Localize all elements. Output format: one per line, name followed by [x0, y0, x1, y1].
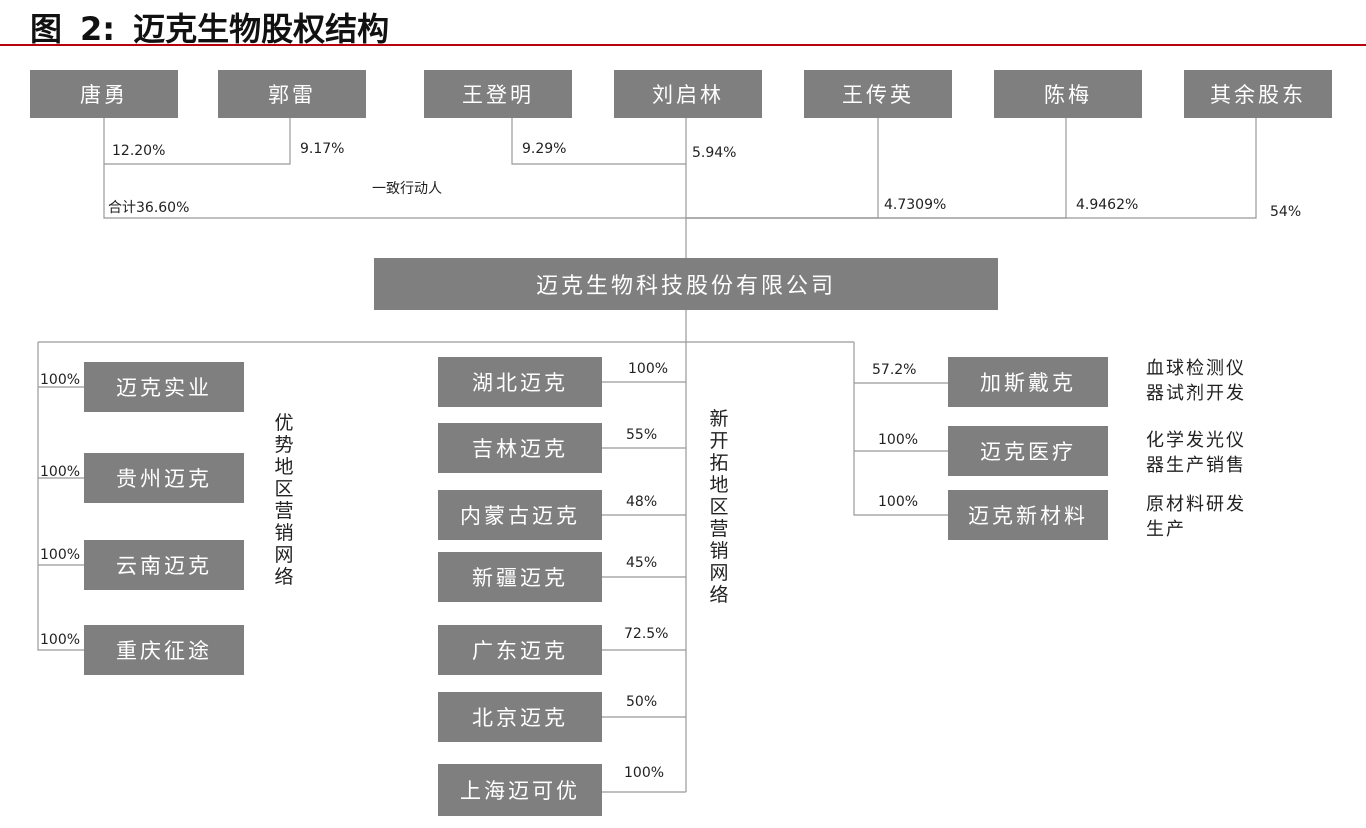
subsidiary-name: 内蒙古迈克 [460, 504, 580, 528]
subsidiary-box: 湖北迈克 [438, 357, 602, 407]
subsidiary-name: 湖北迈克 [472, 371, 568, 395]
shareholder-box: 王传英 [804, 70, 952, 118]
shareholder-box: 唐勇 [30, 70, 178, 118]
shareholder-box: 其余股东 [1184, 70, 1332, 118]
figure-title-text: 迈克生物股权结构 [133, 10, 390, 48]
subsidiary-box: 吉林迈克 [438, 423, 602, 473]
subsidiary-name: 新疆迈克 [472, 566, 568, 590]
concert-party-label: 一致行动人 [372, 181, 442, 197]
subsidiary-box: 迈克实业 [84, 362, 244, 412]
ownership-percent: 4.9462% [1076, 197, 1139, 213]
shareholder-name: 其余股东 [1210, 83, 1306, 107]
ownership-percent: 45% [626, 555, 658, 571]
ownership-percent: 54% [1270, 204, 1302, 220]
ownership-percent: 55% [626, 427, 658, 443]
figure-label: 图 [30, 10, 63, 48]
shareholder-box: 刘启林 [614, 70, 762, 118]
figure-title: 图 2: 迈克生物股权结构 [30, 4, 389, 50]
subsidiary-box: 新疆迈克 [438, 552, 602, 602]
subsidiary-box: 云南迈克 [84, 540, 244, 590]
ownership-percent: 57.2% [872, 362, 917, 378]
ownership-percent: 5.94% [692, 145, 737, 161]
shareholder-name: 郭雷 [268, 83, 316, 107]
subsidiary-box: 贵州迈克 [84, 453, 244, 503]
business-description: 血球检测仪 器试剂开发 [1146, 358, 1246, 404]
ownership-percent: 4.7309% [884, 197, 947, 213]
figure-number: 2: [80, 10, 116, 48]
shareholder-box: 陈梅 [994, 70, 1142, 118]
ownership-percent: 72.5% [624, 626, 669, 642]
subsidiary-box: 加斯戴克 [948, 357, 1108, 407]
shareholder-name: 王登明 [462, 83, 534, 107]
ownership-percent: 12.20% [112, 143, 166, 159]
ownership-percent: 9.29% [522, 141, 567, 157]
company-name: 迈克生物科技股份有限公司 [535, 274, 836, 299]
shareholder-name: 陈梅 [1044, 83, 1092, 107]
ownership-percent: 100% [878, 432, 919, 448]
title-divider [0, 44, 1366, 46]
subsidiary-box: 迈克医疗 [948, 426, 1108, 476]
subsidiary-box: 上海迈可优 [438, 764, 602, 816]
ownership-percent: 100% [40, 547, 81, 563]
subsidiary-box: 内蒙古迈克 [438, 490, 602, 540]
subsidiary-box: 北京迈克 [438, 692, 602, 742]
company-box: 迈克生物科技股份有限公司 [374, 258, 998, 310]
subsidiary-box: 重庆征途 [84, 625, 244, 675]
subsidiary-name: 迈克新材料 [968, 504, 1088, 528]
subsidiary-name: 加斯戴克 [980, 371, 1076, 395]
shareholder-name: 唐勇 [80, 83, 128, 107]
ownership-percent: 9.17% [300, 141, 345, 157]
subsidiary-box: 广东迈克 [438, 625, 602, 675]
subsidiary-name: 吉林迈克 [472, 437, 568, 461]
subsidiary-name: 重庆征途 [116, 639, 212, 663]
region-group-label: 新开拓地区营销网络 [709, 408, 729, 606]
region-group-label: 优势地区营销网络 [274, 412, 294, 588]
subsidiary-name: 贵州迈克 [116, 467, 212, 491]
shareholder-box: 王登明 [424, 70, 572, 118]
ownership-percent: 100% [40, 464, 81, 480]
business-description: 原材料研发 生产 [1146, 494, 1246, 540]
ownership-percent: 48% [626, 494, 658, 510]
ownership-percent: 100% [878, 494, 919, 510]
ownership-percent: 100% [40, 632, 81, 648]
subsidiary-name: 广东迈克 [472, 639, 568, 663]
subsidiary-name: 云南迈克 [116, 554, 212, 578]
subsidiary-name: 迈克实业 [116, 376, 212, 400]
subsidiary-name: 迈克医疗 [980, 440, 1076, 464]
ownership-percent: 100% [624, 765, 665, 781]
shareholder-name: 王传英 [842, 83, 914, 107]
ownership-percent: 50% [626, 694, 658, 710]
shareholder-box: 郭雷 [218, 70, 366, 118]
concert-party-total: 合计36.60% [108, 200, 190, 216]
ownership-percent: 100% [40, 372, 81, 388]
subsidiary-name: 北京迈克 [472, 706, 568, 730]
business-description: 化学发光仪 器生产销售 [1146, 430, 1246, 476]
subsidiary-name: 上海迈可优 [460, 779, 580, 803]
subsidiary-box: 迈克新材料 [948, 490, 1108, 540]
shareholder-name: 刘启林 [652, 83, 724, 107]
ownership-percent: 100% [628, 361, 669, 377]
